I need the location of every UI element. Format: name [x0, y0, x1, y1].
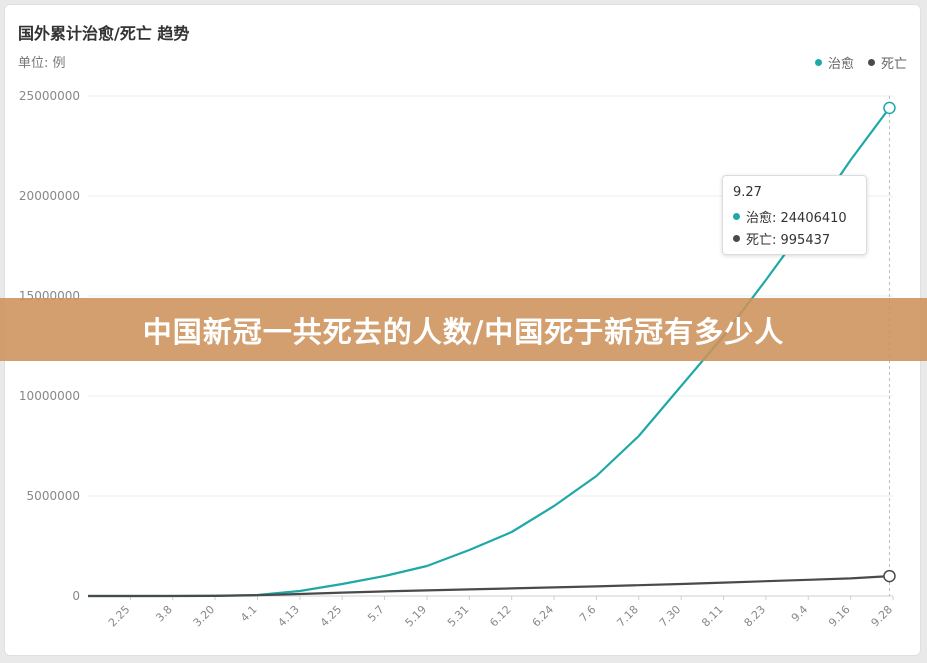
legend-item-deaths[interactable]: 死亡 [867, 53, 907, 72]
y-tick-label: 5000000 [27, 489, 80, 503]
tooltip: 9.27 治愈: 24406410 死亡: 995437 [722, 175, 867, 255]
data-point-recovered [883, 101, 896, 115]
tooltip-date: 9.27 [733, 185, 762, 200]
series-line-deaths [88, 574, 890, 598]
x-tick-label: 7.18 [614, 603, 641, 630]
y-tick-label: 10000000 [19, 389, 80, 403]
x-tick-label: 9.4 [789, 603, 811, 625]
legend-item-recovered[interactable]: 治愈 [814, 53, 854, 72]
banner-overlay: 中国新冠一共死去的人数/中国死于新冠有多少人 [0, 298, 927, 361]
y-tick-label: 20000000 [19, 189, 80, 203]
x-tick-label: 4.25 [318, 603, 345, 630]
chart-legend: 治愈 死亡 [814, 53, 907, 72]
x-tick-label: 9.28 [869, 603, 896, 630]
x-tick-label: 7.30 [657, 603, 684, 630]
tooltip-dot-recovered [733, 213, 740, 220]
unit-label: 单位: 例 [18, 56, 66, 71]
x-tick-label: 6.12 [487, 603, 514, 630]
x-tick-label: 5.19 [403, 603, 430, 630]
tooltip-row-deaths: 死亡: 995437 [733, 229, 830, 248]
legend-label-deaths: 死亡 [880, 57, 907, 72]
banner-text: 中国新冠一共死去的人数/中国死于新冠有多少人 [142, 314, 785, 349]
x-tick-label: 8.11 [699, 603, 726, 630]
x-tick-label: 4.1 [238, 603, 260, 625]
x-tick-label: 6.24 [530, 603, 557, 630]
x-tick-label: 4.13 [275, 603, 302, 630]
x-tick-label: 3.20 [191, 603, 218, 630]
tooltip-recovered-text: 治愈: 24406410 [746, 211, 847, 226]
x-tick-label: 8.23 [741, 603, 768, 630]
y-tick-label: 25000000 [19, 89, 80, 103]
x-tick-label: 9.16 [826, 603, 853, 630]
y-tick-label: 0 [72, 589, 80, 603]
tooltip-dot-deaths [733, 235, 740, 242]
legend-dot-recovered [814, 59, 822, 66]
legend-label-recovered: 治愈 [827, 57, 854, 72]
x-tick-label: 2.25 [106, 603, 133, 630]
legend-dot-deaths [867, 59, 875, 66]
x-tick-label: 5.7 [365, 603, 387, 625]
x-tick-label: 7.6 [577, 603, 599, 625]
tooltip-deaths-text: 死亡: 995437 [746, 233, 831, 248]
tooltip-row-recovered: 治愈: 24406410 [733, 207, 847, 226]
x-tick-label: 3.8 [153, 603, 175, 625]
data-point-deaths [883, 569, 896, 583]
x-tick-label: 5.31 [445, 603, 472, 630]
chart-title: 国外累计治愈/死亡 趋势 [18, 24, 190, 43]
